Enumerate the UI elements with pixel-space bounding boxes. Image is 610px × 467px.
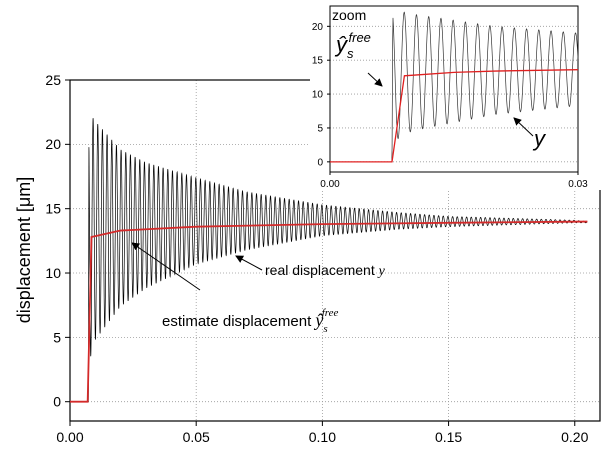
main-series-group [70, 118, 588, 403]
estimate-var-sup: free [322, 307, 339, 319]
inset-series-group [330, 11, 579, 163]
inset-series-estimate_zoom [330, 69, 579, 163]
main-y-tick-label: 15 [45, 201, 61, 217]
inset-title: zoom [332, 7, 366, 23]
main-series-estimate [70, 220, 588, 403]
main-y-axis-ticks: 0 5 10 15 20 25 [45, 72, 70, 410]
inset-x-tick-label: 0.03 [568, 179, 588, 190]
inset-real-arrow [513, 117, 534, 137]
inset-plot-frame [329, 5, 579, 173]
inset-y-tick-label: 5 [317, 123, 323, 134]
main-y-tick-label: 25 [45, 72, 61, 88]
y-axis-label: displacement [μm] [14, 177, 34, 323]
inset-real-var: y [532, 126, 547, 151]
main-x-tick-label: 0.20 [561, 429, 588, 445]
main-x-tick-label: 0.10 [309, 429, 336, 445]
estimate-var-sub: s [323, 323, 327, 335]
inset-y-tick-label: 0 [317, 157, 323, 168]
inset-estimate-sup: free [349, 30, 371, 45]
main-y-tick-label: 5 [53, 329, 61, 345]
inset-y-tick-label: 15 [312, 56, 324, 67]
estimate-displacement-arrow [131, 242, 201, 291]
real-displacement-var: y [377, 264, 386, 279]
inset-estimate-var: ŷ [334, 32, 349, 57]
inset-x-tick-label: 0.00 [320, 179, 340, 190]
estimate-var: ŷ [313, 310, 323, 330]
inset-background [310, 0, 602, 190]
main-y-tick-label: 10 [45, 265, 61, 281]
main-x-tick-label: 0.05 [183, 429, 210, 445]
inset-x-axis-ticks: 0.00 0.03 [320, 172, 588, 190]
real-displacement-label: real displacement [265, 262, 375, 278]
main-x-axis-ticks: 0.00 0.05 0.10 0.15 0.20 [56, 421, 589, 445]
real-displacement-annotation: real displacement y [265, 262, 386, 279]
main-x-tick-label: 0.15 [435, 429, 462, 445]
estimate-displacement-annotation: estimate displacement ŷs free [162, 307, 339, 335]
inset-estimate-sub: s [347, 46, 354, 61]
main-y-tick-label: 20 [45, 136, 61, 152]
inset-estimate-annotation: ŷsfree [334, 30, 371, 61]
main-y-tick-label: 0 [53, 394, 61, 410]
main-x-tick-label: 0.00 [56, 429, 83, 445]
real-displacement-arrow [235, 255, 263, 271]
inset-y-axis-ticks: 0 5 10 15 20 [312, 22, 330, 168]
main-series-real [70, 118, 588, 403]
inset-y-tick-label: 20 [312, 22, 324, 33]
inset-estimate-arrow [367, 72, 383, 87]
inset-y-tick-label: 10 [312, 90, 324, 101]
estimate-displacement-label: estimate displacement [162, 313, 312, 330]
